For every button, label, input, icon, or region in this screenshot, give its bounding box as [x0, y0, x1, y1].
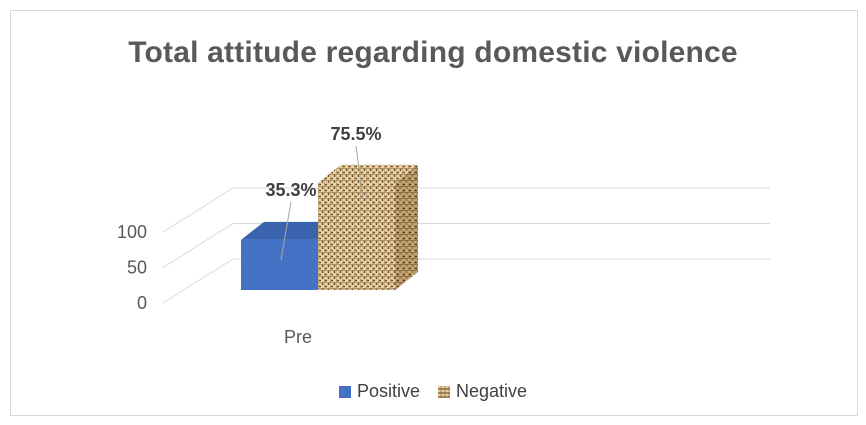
bar-top-positive: [241, 221, 341, 240]
leader-line-positive: [280, 201, 292, 260]
chart-title: Total attitude regarding domestic violen…: [128, 36, 738, 69]
bar-positive: [241, 239, 318, 290]
bar-negative: [318, 182, 395, 290]
y-tick-label: 50: [127, 258, 147, 278]
legend-swatch-negative: [437, 385, 450, 398]
bar-side-negative: [395, 164, 418, 290]
y-axis-ticks: 0 50 100: [117, 222, 147, 313]
legend-entry-positive[interactable]: Positive: [338, 381, 420, 402]
legend-entry-negative[interactable]: Negative: [437, 381, 528, 402]
chart-frame: [10, 10, 858, 416]
data-label-negative: 75.5%: [330, 124, 381, 144]
x-tick-label: Pre: [284, 327, 312, 347]
gridline-diagonal: [162, 223, 234, 268]
legend-swatch-positive: [338, 385, 351, 398]
legend-label-negative: Negative: [455, 381, 528, 401]
data-label-positive: 35.3%: [265, 180, 316, 200]
legend: Positive Negative: [0, 381, 866, 402]
gridline-diagonal: [162, 187, 234, 233]
gridline-diagonal: [162, 258, 234, 304]
leader-line-negative: [355, 145, 364, 199]
data-labels: 35.3% 75.5%: [265, 124, 382, 260]
y-tick-label: 0: [137, 293, 147, 313]
x-axis-ticks: Pre: [284, 327, 312, 347]
legend-label-positive: Positive: [356, 381, 420, 401]
bars: [241, 164, 418, 290]
bar-top-negative: [318, 164, 418, 183]
y-tick-label: 100: [117, 222, 147, 242]
